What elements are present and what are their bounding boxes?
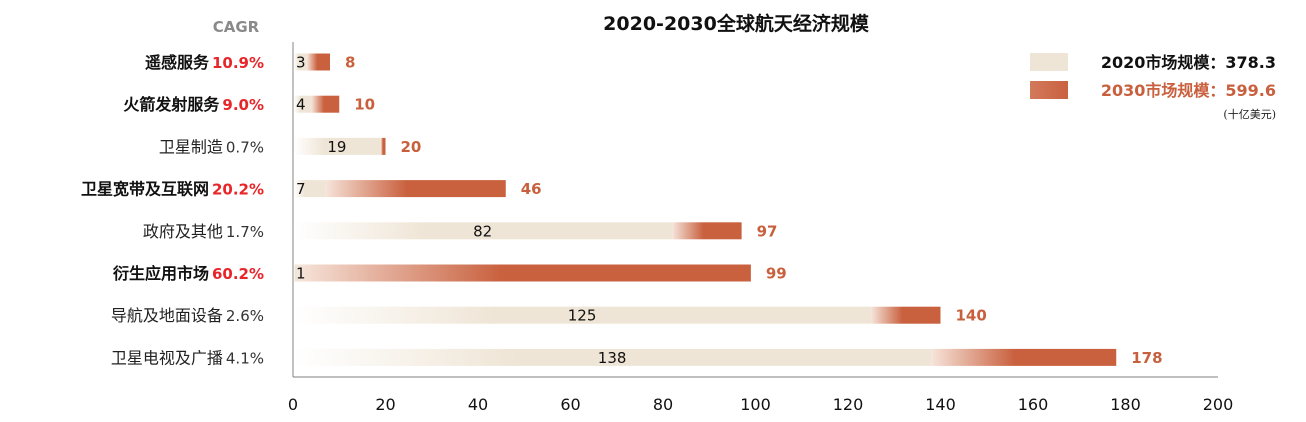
category-name: 衍生应用市场 <box>112 264 209 283</box>
x-tick-label: 100 <box>740 395 771 414</box>
value-label-2030: 178 <box>1131 349 1162 367</box>
cagr-value: 1.7% <box>226 223 264 241</box>
value-label-2030: 46 <box>521 180 542 198</box>
category-name: 遥感服务 <box>145 53 210 72</box>
category-name: 卫星宽带及互联网 <box>81 180 209 199</box>
category-name: 导航及地面设备 <box>111 306 223 325</box>
bar-2020 <box>294 180 326 198</box>
value-label-2020: 3 <box>296 54 306 72</box>
bar-2020 <box>294 95 312 113</box>
cagr-value: 20.2% <box>212 181 264 199</box>
x-tick-label: 40 <box>468 395 488 414</box>
category-name: 卫星制造 <box>159 137 223 156</box>
chart-title: 2020-2030全球航天经济规模 <box>603 12 870 35</box>
value-label-2020: 19 <box>327 138 346 156</box>
cagr-value: 60.2% <box>212 265 264 283</box>
value-label-2030: 10 <box>354 96 375 114</box>
category-label: 政府及其他 1.7% <box>143 222 264 241</box>
x-tick-label: 200 <box>1203 395 1234 414</box>
bar-2030 <box>871 306 941 324</box>
category-labels: 遥感服务 10.9% 火箭发射服务 9.0% 卫星制造 0.7% 卫星宽带及互联网 20.2%… <box>81 53 264 367</box>
value-label-2020: 4 <box>296 96 306 114</box>
value-label-2020: 7 <box>296 180 306 198</box>
legend-label-2030: 2030市场规模：599.6 <box>1101 81 1276 100</box>
value-label-2020: 125 <box>568 307 597 325</box>
category-name: 火箭发射服务 <box>123 95 220 114</box>
x-tick-label: 80 <box>653 395 673 414</box>
x-tick-label: 20 <box>375 395 395 414</box>
unit-label: (十亿美元) <box>1223 107 1276 121</box>
category-label: 卫星制造 0.7% <box>159 137 264 156</box>
x-tick-label: 140 <box>925 395 956 414</box>
bar-2030 <box>297 264 751 282</box>
bars-group: 3 8 4 10 19 20 7 46 82 97 1 99 125 140 138 178 <box>294 53 1163 367</box>
legend-swatch-2020 <box>1030 53 1068 71</box>
value-label-2030: 20 <box>401 138 422 156</box>
category-label: 火箭发射服务 9.0% <box>123 95 264 114</box>
bar-2020 <box>294 264 298 282</box>
value-label-2030: 140 <box>956 307 987 325</box>
bar-2030 <box>311 95 340 113</box>
category-label: 遥感服务 10.9% <box>145 53 264 72</box>
bar-2020 <box>294 137 381 155</box>
x-tick-label: 0 <box>288 395 298 414</box>
value-label-2020: 1 <box>296 265 306 283</box>
category-label: 卫星电视及广播 4.1% <box>111 348 264 367</box>
legend-swatch-2030 <box>1030 81 1068 99</box>
cagr-value: 10.9% <box>212 54 264 72</box>
cagr-header: CAGR <box>213 18 260 36</box>
x-axis: 0 20 40 60 80 100 120 140 160 180 200 <box>288 42 1233 414</box>
x-tick-label: 120 <box>833 395 864 414</box>
x-tick-label: 180 <box>1110 395 1141 414</box>
value-label-2030: 99 <box>766 265 787 283</box>
x-tick-label: 60 <box>560 395 580 414</box>
cagr-value: 9.0% <box>222 96 264 114</box>
bar-2030 <box>306 53 330 71</box>
bar-2030 <box>931 348 1117 366</box>
value-label-2020: 138 <box>598 349 627 367</box>
value-label-2020: 82 <box>473 222 492 240</box>
bar-2030 <box>325 180 506 198</box>
value-label-2030: 8 <box>345 54 355 72</box>
category-name: 政府及其他 <box>143 222 223 241</box>
cagr-value: 2.6% <box>226 307 264 325</box>
category-name: 卫星电视及广播 <box>111 348 223 367</box>
category-label: 卫星宽带及互联网 20.2% <box>81 180 264 199</box>
bar-2030 <box>672 222 742 240</box>
value-label-2030: 97 <box>757 222 778 240</box>
x-tick-label: 160 <box>1018 395 1049 414</box>
cagr-value: 0.7% <box>226 138 264 156</box>
category-label: 导航及地面设备 2.6% <box>111 306 264 325</box>
bar-2020 <box>294 222 673 240</box>
bar-2030 <box>380 137 386 155</box>
category-label: 衍生应用市场 60.2% <box>112 264 264 283</box>
legend: 2020市场规模：378.3 2030市场规模：599.6 (十亿美元) <box>1030 53 1276 121</box>
legend-label-2020: 2020市场规模：378.3 <box>1101 53 1276 72</box>
cagr-value: 4.1% <box>226 349 264 367</box>
bar-2020 <box>294 306 872 324</box>
bar-2020 <box>294 348 932 366</box>
bar-2020 <box>294 53 307 71</box>
